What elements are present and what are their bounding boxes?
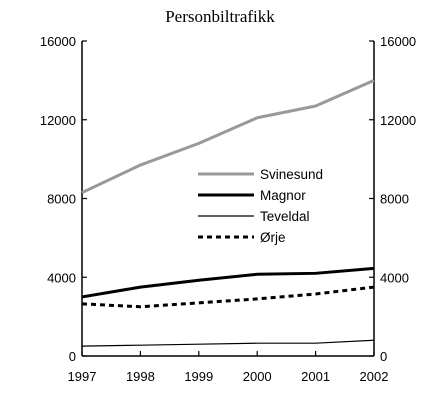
y-tick-label-right: 4000 — [380, 270, 409, 285]
x-tick-label: 1997 — [68, 369, 97, 384]
legend-label-teveldal: Teveldal — [260, 209, 310, 224]
y-tick-label-left: 16000 — [40, 34, 76, 49]
y-tick-label-right: 8000 — [380, 192, 409, 207]
series-line-orje — [81, 285, 375, 309]
x-tick-label: 2001 — [301, 369, 330, 384]
plot-area: 0 0 4000 4000 8000 8000 12000 12000 16000 16000 19… — [40, 34, 416, 384]
y-tick-label-left: 8000 — [47, 192, 76, 207]
y-tick-label-right: 16000 — [380, 34, 416, 49]
legend-label-magnor: Magnor — [260, 188, 306, 203]
x-tick-label: 2002 — [360, 369, 389, 384]
series-line-teveldal — [81, 339, 375, 347]
x-tick-label: 2000 — [243, 369, 272, 384]
x-tick-label: 1999 — [184, 369, 213, 384]
x-tick-label: 1998 — [126, 369, 155, 384]
y-tick-label-right: 12000 — [380, 113, 416, 128]
y-tick-label-left: 12000 — [40, 113, 76, 128]
chart-title: Personbiltrafikk — [165, 7, 275, 26]
y-tick-label-left: 4000 — [47, 270, 76, 285]
series-line-magnor — [81, 266, 375, 299]
legend-label-svinesund: Svinesund — [260, 167, 323, 182]
y-tick-label-right: 0 — [380, 349, 387, 364]
legend-label-orje: Ørje — [260, 230, 286, 245]
y-tick-label-left: 0 — [69, 349, 76, 364]
series-line-svinesund — [81, 79, 375, 194]
